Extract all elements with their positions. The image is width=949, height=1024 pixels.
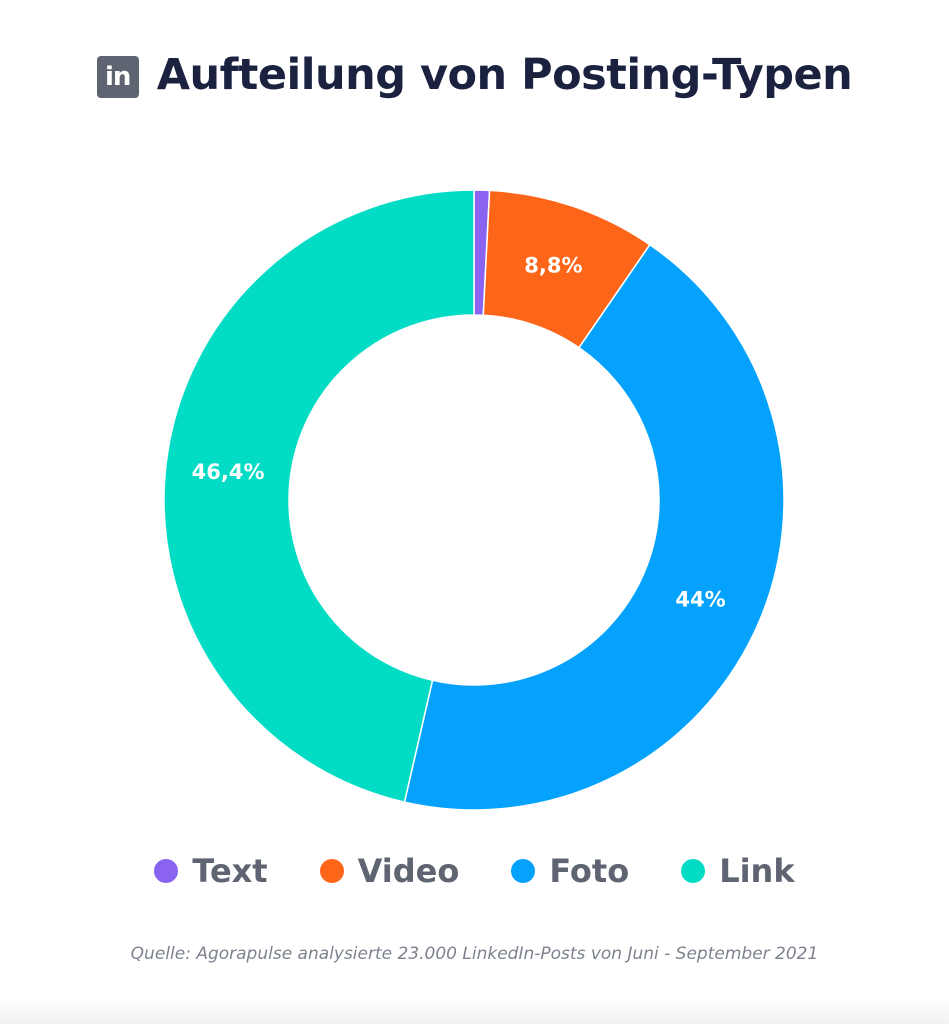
legend-item-foto: Foto	[511, 852, 629, 890]
bottom-edge	[0, 996, 949, 1024]
slice-foto	[403, 243, 785, 811]
legend-item-link: Link	[681, 852, 795, 890]
slice-label-foto: 44%	[675, 588, 725, 612]
legend-dot-foto	[511, 859, 536, 883]
chart-title: Aufteilung von Posting-Typen	[156, 50, 853, 100]
donut-chart: 8,8% 44% 46,4%	[144, 170, 804, 830]
legend-dot-link	[681, 859, 706, 883]
source-note: Quelle: Agorapulse analysierte 23.000 Li…	[130, 944, 819, 964]
legend-item-text: Text	[154, 852, 268, 890]
legend-item-video: Video	[319, 852, 460, 890]
legend-label-link: Link	[719, 852, 795, 890]
slice-label-video: 8,8%	[524, 254, 582, 278]
chart-header: in Aufteilung von Posting-Typen	[0, 50, 949, 100]
donut-chart-svg: 8,8% 44% 46,4%	[163, 189, 785, 811]
legend-dot-text	[154, 859, 179, 883]
slice-label-link: 46,4%	[192, 460, 265, 484]
legend-label-text: Text	[192, 852, 268, 890]
chart-legend: Text Video Foto Link	[0, 852, 949, 890]
linkedin-icon: in	[96, 56, 139, 98]
slice-link	[163, 189, 475, 804]
legend-label-video: Video	[357, 852, 460, 890]
legend-dot-video	[319, 859, 344, 883]
legend-label-foto: Foto	[549, 852, 630, 890]
